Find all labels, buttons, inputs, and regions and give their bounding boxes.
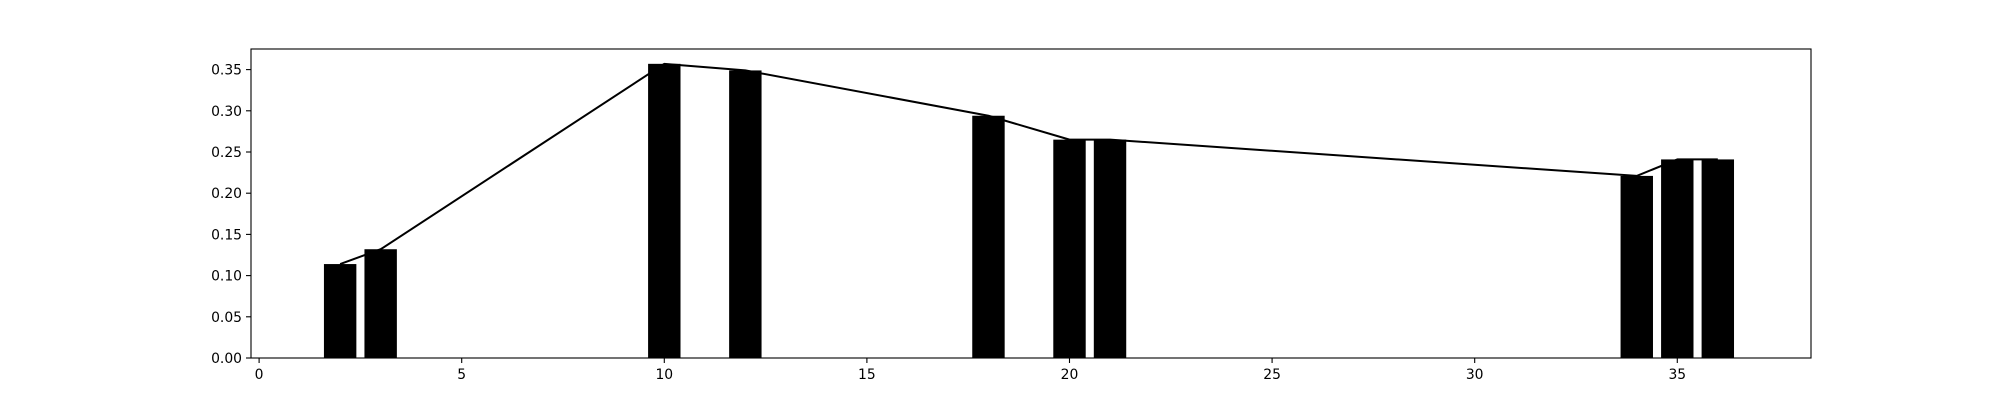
bar	[648, 63, 681, 358]
plot-frame	[250, 48, 1812, 359]
x-tick-label: 0	[255, 367, 264, 383]
bar	[1093, 139, 1127, 358]
y-tick-label: 0.35	[211, 63, 242, 79]
y-tick-label: 0.20	[211, 186, 242, 202]
y-tick-label: 0.10	[211, 269, 242, 285]
bar	[729, 70, 762, 359]
bar	[972, 115, 1005, 359]
bar	[1661, 159, 1694, 358]
x-tick-label: 30	[1466, 367, 1484, 383]
x-tick-label: 5	[457, 367, 466, 383]
y-tick-label: 0.30	[211, 104, 242, 120]
line-layer	[339, 62, 1718, 265]
bar	[323, 264, 357, 358]
series-line	[339, 62, 1718, 265]
x-axis: 0 5 10 15 20 25 30 35	[255, 358, 1686, 383]
x-tick-label: 20	[1061, 367, 1079, 383]
bar	[1620, 175, 1653, 358]
bars-layer	[323, 63, 1735, 359]
x-tick-label: 35	[1668, 367, 1686, 383]
bar	[1701, 159, 1735, 358]
bar	[1053, 139, 1086, 358]
x-tick-label: 10	[655, 367, 673, 383]
y-tick-label: 0.15	[211, 227, 242, 243]
bar	[364, 249, 397, 358]
y-axis: 0.00 0.05 0.10 0.15 0.20 0.25 0.30 0.35	[211, 63, 251, 367]
x-tick-label: 15	[858, 367, 876, 383]
y-tick-label: 0.05	[211, 310, 242, 326]
y-tick-label: 0.00	[211, 351, 242, 367]
x-tick-label: 25	[1263, 367, 1281, 383]
y-tick-label: 0.25	[211, 145, 242, 161]
